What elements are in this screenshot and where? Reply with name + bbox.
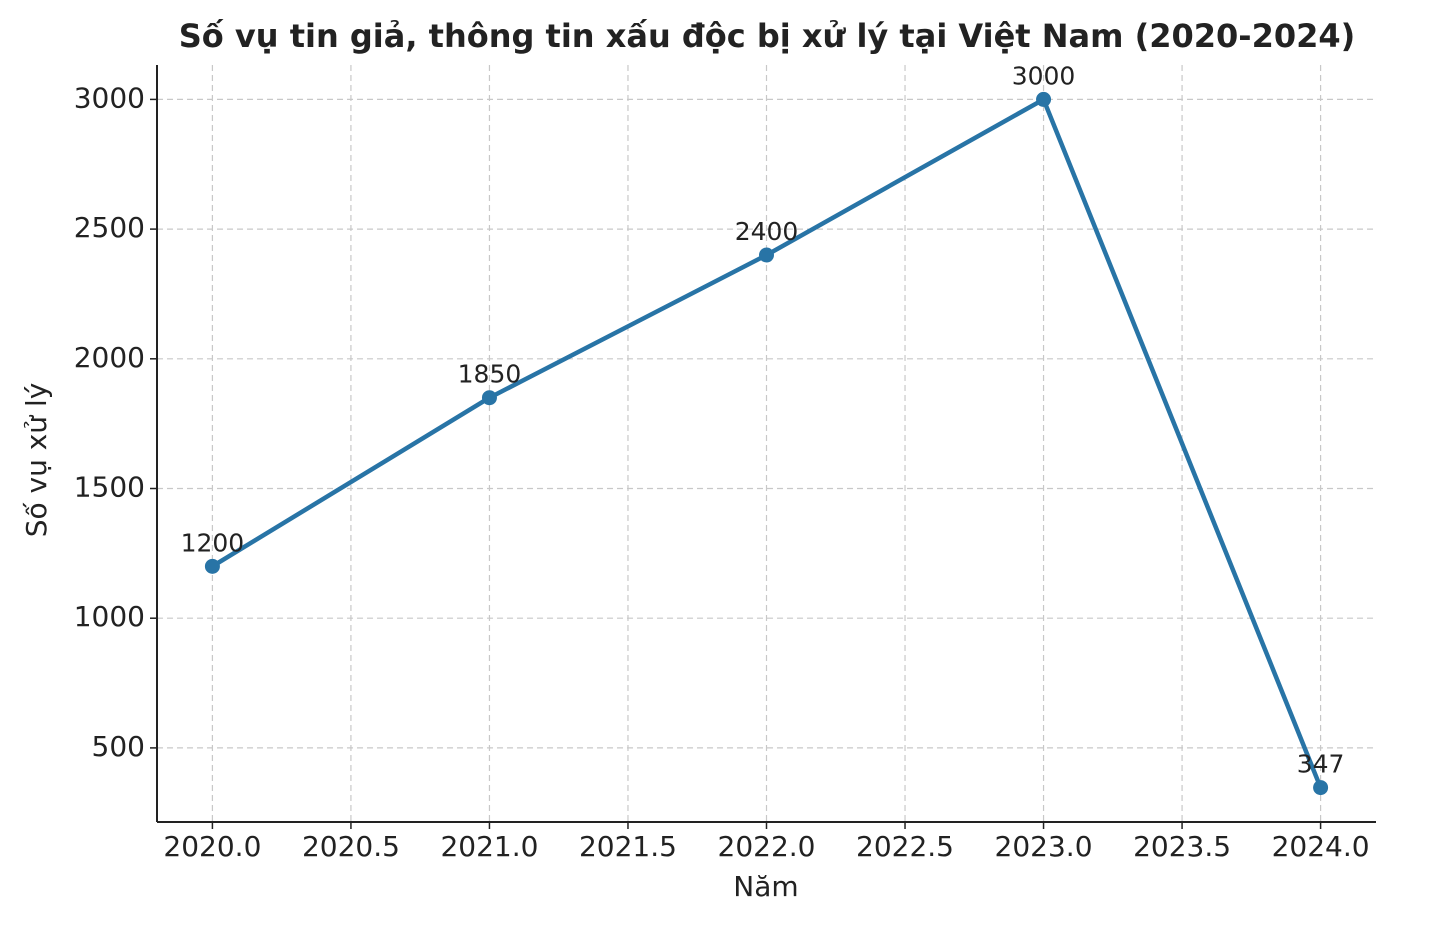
y-tick-label: 500 (92, 730, 145, 763)
x-tick-label: 2021.5 (579, 830, 677, 863)
x-tick-label: 2024.0 (1272, 830, 1370, 863)
x-tick-label: 2022.0 (718, 830, 816, 863)
data-label: 1850 (458, 360, 522, 389)
x-tick-label: 2021.0 (440, 830, 538, 863)
y-tick-label: 3000 (74, 81, 145, 114)
point (1313, 780, 1329, 796)
x-tick-label: 2020.5 (302, 830, 400, 863)
chart-title: Số vụ tin giả, thông tin xấu độc bị xử l… (179, 17, 1356, 55)
point (204, 558, 220, 574)
point (1036, 91, 1052, 107)
point (481, 390, 497, 406)
y-tick-label: 2000 (74, 341, 145, 374)
y-tick-label: 1500 (74, 471, 145, 504)
x-tick-label: 2023.0 (995, 830, 1093, 863)
data-label: 1200 (181, 528, 245, 557)
data-label: 347 (1297, 750, 1345, 779)
data-label: 2400 (735, 217, 799, 246)
y-tick-label: 1000 (74, 600, 145, 633)
x-tick-label: 2023.5 (1133, 830, 1231, 863)
point (759, 247, 774, 263)
x-axis-label: Năm (733, 870, 798, 903)
line (211, 97, 1323, 789)
x-tick-label: 2020.0 (163, 830, 261, 863)
y-tick-label: 2500 (74, 211, 145, 244)
data-label: 3000 (1012, 61, 1076, 90)
y-axis-label: Số vụ xử lý (20, 383, 53, 538)
x-tick-label: 2022.5 (856, 830, 954, 863)
